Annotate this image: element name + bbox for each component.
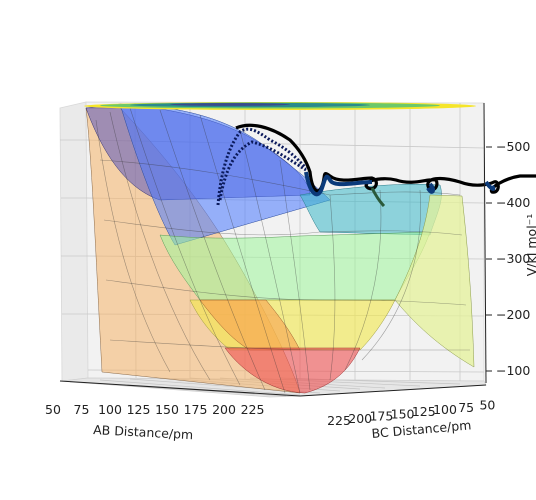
x-tick-label: 225 — [241, 402, 265, 417]
y-tick-label: 50 — [479, 398, 495, 413]
z-axis: −500 −400 −300 −200 −100 V/kJ mol⁻¹ — [483, 102, 536, 384]
x-axis-label: AB Distance/pm — [93, 422, 194, 442]
x-tick-label: 175 — [184, 402, 208, 417]
trajectory-blue-segment — [304, 171, 496, 197]
y-tick-label: 100 — [433, 402, 457, 417]
trajectory-tail — [370, 187, 386, 208]
contour-projection — [84, 102, 476, 110]
x-tick-label: 150 — [155, 402, 179, 417]
x-axis-spine — [59, 380, 301, 397]
surface-red-basin — [224, 347, 361, 394]
y-tick-label: 150 — [391, 406, 415, 421]
surface-green-band — [159, 231, 431, 301]
z-tick-label: −100 — [496, 363, 530, 378]
back-pane-left — [59, 101, 89, 382]
z-axis-label: V/kJ mol⁻¹ — [524, 214, 536, 277]
trajectory-path — [235, 123, 536, 194]
x-tick-label: 75 — [74, 402, 90, 417]
x-axis: 50 75 100 125 150 175 200 225 AB Distance/pm — [45, 380, 301, 442]
z-tick-group: −500 −400 −300 −200 −100 — [486, 139, 530, 378]
trajectory-path-dark-2 — [218, 140, 307, 201]
z-tick-label: −500 — [496, 139, 530, 154]
z-tick-label: −200 — [496, 307, 530, 322]
z-tick-label: −300 — [496, 251, 530, 266]
energy-surface — [85, 103, 475, 394]
y-tick-label: 200 — [348, 411, 372, 426]
x-tick-group: 50 75 100 125 150 175 200 225 — [45, 402, 264, 417]
surface-right-sheet — [394, 194, 475, 368]
trajectory-path-dark — [216, 127, 308, 206]
contour-core — [170, 103, 290, 106]
y-tick-label: 125 — [412, 404, 436, 419]
y-tick-label: 75 — [458, 400, 474, 415]
trajectory — [216, 123, 536, 208]
x-tick-label: 100 — [98, 402, 122, 417]
x-tick-label: 50 — [45, 402, 61, 417]
y-tick-label: 225 — [327, 413, 351, 428]
y-tick-label: 175 — [369, 409, 393, 424]
surface-wireframe — [95, 107, 470, 394]
z-axis-spine — [483, 102, 487, 384]
x-tick-label: 125 — [127, 402, 151, 417]
z-tick-label: −400 — [496, 195, 530, 210]
x-tick-label: 200 — [212, 402, 236, 417]
y-axis-spine — [299, 384, 487, 397]
